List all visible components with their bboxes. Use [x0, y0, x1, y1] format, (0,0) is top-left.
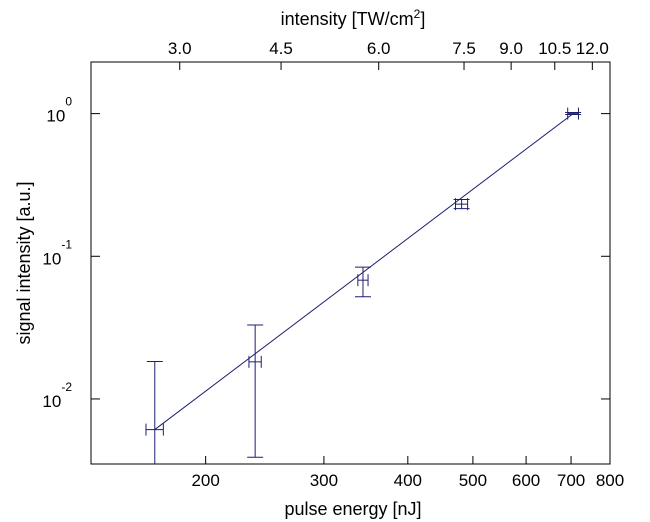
top-axis-title-main: intensity [TW/cm [281, 9, 414, 29]
top-axis-title: intensity [TW/cm2] [281, 7, 426, 29]
x-tick-label-6: 800 [596, 471, 624, 490]
top-tick-label-2: 6.0 [367, 39, 391, 58]
data-point-4 [565, 107, 582, 120]
top-tick-label-0: 3.0 [168, 39, 192, 58]
y-axis-title: signal intensity [a.u.] [14, 181, 34, 344]
data-point-2 [354, 266, 371, 298]
data-layer [145, 107, 582, 464]
data-point-3 [453, 198, 470, 211]
top-tick-label-5: 10.5 [538, 39, 571, 58]
data-point-0 [145, 361, 164, 464]
top-tick-label-3: 7.5 [452, 39, 476, 58]
y-tick-label-0: 100 [46, 95, 72, 126]
x-tick-label-5: 700 [557, 471, 585, 490]
top-tick-label-4: 9.0 [499, 39, 523, 58]
top-axis-title-sup: 2 [414, 7, 421, 21]
top-tick-label-6: 12.0 [576, 39, 609, 58]
ticks-layer [91, 62, 611, 464]
plot-frame [90, 61, 611, 465]
tick-labels-layer: 200 300 400 500 600 700 800 3.0 4.5 6.0 7.5 9.0 10.5… [42, 39, 624, 490]
x-axis-title: pulse energy [nJ] [284, 499, 421, 519]
data-point-1 [247, 324, 264, 458]
y-tick-label-2: 10-2 [42, 380, 72, 411]
x-tick-label-0: 200 [191, 471, 219, 490]
y-tick-label-1: 10-1 [42, 237, 72, 268]
fit-line-0 [154, 113, 574, 430]
x-tick-label-1: 300 [310, 471, 338, 490]
x-tick-label-2: 400 [394, 471, 422, 490]
x-tick-label-3: 500 [459, 471, 487, 490]
x-tick-label-4: 600 [512, 471, 540, 490]
top-tick-label-1: 4.5 [269, 39, 293, 58]
top-axis-title-end: ] [420, 9, 425, 29]
